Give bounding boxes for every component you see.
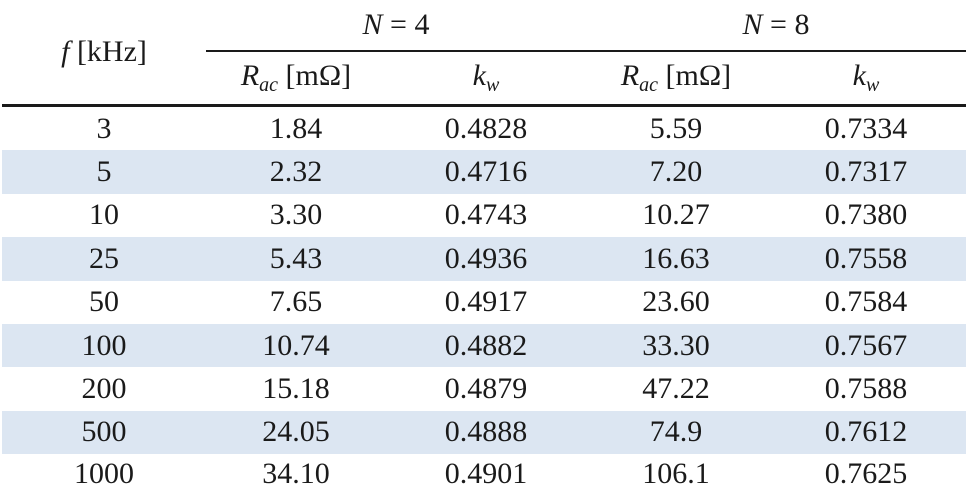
cell-kw-n4: 0.4882 <box>386 323 586 368</box>
cell-frequency: 50 <box>89 285 119 319</box>
rac-symbol: R <box>620 59 640 92</box>
group-n4-symbol: N <box>362 8 383 41</box>
cell-kw-n4: 0.4917 <box>444 285 528 319</box>
group-n8-symbol: N <box>742 8 763 41</box>
group-n4-value: = 4 <box>382 8 430 41</box>
cell-kw-n8: 0.7334 <box>824 111 908 145</box>
group-n8-value: = 8 <box>762 8 810 41</box>
group-header-n8: N = 8 <box>586 0 966 52</box>
cell-kw-n8: 0.7588 <box>824 372 908 406</box>
cell-rac-n4: 34.10 <box>262 457 330 491</box>
frequency-symbol: f <box>61 35 70 68</box>
cell-kw-n8: 0.7567 <box>766 323 966 368</box>
cell-kw-n4: 0.4743 <box>444 198 528 232</box>
cell-frequency: 500 <box>2 410 206 455</box>
kw-symbol: k <box>852 59 866 92</box>
header-row-groups: f [kHz] N = 4 N = 8 <box>2 0 966 107</box>
kw-subscript: w <box>865 74 880 96</box>
cell-rac-n8: 74.9 <box>586 410 766 455</box>
cell-kw-n8: 0.7317 <box>766 150 966 194</box>
rac-subscript: ac <box>639 74 659 96</box>
cell-kw-n8: 0.7380 <box>824 198 908 232</box>
cell-frequency: 3 <box>96 111 112 145</box>
cell-frequency: 100 <box>2 323 206 368</box>
cell-frequency: 25 <box>2 237 206 281</box>
table-row: 200 15.18 0.4879 47.22 0.7588 <box>2 367 966 410</box>
cell-rac-n8: 33.30 <box>586 323 766 368</box>
group-header-n4: N = 4 <box>206 0 586 52</box>
frequency-header: f [kHz] <box>2 0 206 107</box>
rac-header-n4: Rac [mΩ] <box>206 51 386 107</box>
table-body: 3 1.84 0.4828 5.59 0.7334 5 2.32 0.4716 … <box>2 106 966 495</box>
cell-rac-n4: 15.18 <box>262 372 330 406</box>
cell-rac-n4: 7.65 <box>269 285 323 319</box>
cell-kw-n4: 0.4716 <box>386 150 586 194</box>
table-row: 500 24.05 0.4888 74.9 0.7612 <box>2 410 966 455</box>
cell-kw-n4: 0.4888 <box>386 410 586 455</box>
table-row: 100 10.74 0.4882 33.30 0.7567 <box>2 323 966 368</box>
cell-frequency: 1000 <box>74 457 134 491</box>
cell-kw-n8: 0.7625 <box>824 457 908 491</box>
table-row: 25 5.43 0.4936 16.63 0.7558 <box>2 237 966 281</box>
cell-rac-n4: 10.74 <box>206 323 386 368</box>
rac-subscript: ac <box>259 74 279 96</box>
cell-kw-n4: 0.4936 <box>386 237 586 281</box>
table-row: 50 7.65 0.4917 23.60 0.7584 <box>2 281 966 324</box>
cell-rac-n4: 2.32 <box>206 150 386 194</box>
frequency-unit: [kHz] <box>76 35 147 68</box>
cell-kw-n8: 0.7558 <box>766 237 966 281</box>
cell-rac-n4: 5.43 <box>206 237 386 281</box>
cell-kw-n8: 0.7612 <box>766 410 966 455</box>
kw-header-n8: kw <box>766 51 966 107</box>
cell-rac-n4: 1.84 <box>269 111 323 145</box>
cell-rac-n8: 5.59 <box>649 111 703 145</box>
cell-kw-n4: 0.4828 <box>444 111 528 145</box>
cell-rac-n4: 3.30 <box>269 198 323 232</box>
rac-symbol: R <box>240 59 260 92</box>
cell-rac-n8: 16.63 <box>586 237 766 281</box>
cell-rac-n8: 23.60 <box>642 285 710 319</box>
header-row-columns: Rac [mΩ] kw Rac [mΩ] kw <box>2 51 966 107</box>
kw-subscript: w <box>485 74 500 96</box>
cell-kw-n8: 0.7584 <box>824 285 908 319</box>
cell-rac-n8: 47.22 <box>642 372 710 406</box>
table-row: 1000 34.10 0.4901 106.1 0.7625 <box>2 454 966 494</box>
cell-frequency: 200 <box>81 372 127 406</box>
cell-frequency: 5 <box>2 150 206 194</box>
table-row: 5 2.32 0.4716 7.20 0.7317 <box>2 150 966 194</box>
rac-unit: [mΩ] <box>658 59 732 92</box>
cell-rac-n8: 106.1 <box>642 457 710 491</box>
table-row: 3 1.84 0.4828 5.59 0.7334 <box>2 106 966 151</box>
cell-frequency: 10 <box>89 198 119 232</box>
cell-kw-n4: 0.4901 <box>444 457 528 491</box>
cell-rac-n8: 10.27 <box>642 198 710 232</box>
rac-header-n8: Rac [mΩ] <box>586 51 766 107</box>
table-row: 10 3.30 0.4743 10.27 0.7380 <box>2 194 966 237</box>
kw-header-n4: kw <box>386 51 586 107</box>
cell-rac-n4: 24.05 <box>206 410 386 455</box>
cell-rac-n8: 7.20 <box>586 150 766 194</box>
kw-symbol: k <box>472 59 486 92</box>
rac-unit: [mΩ] <box>278 59 352 92</box>
cell-kw-n4: 0.4879 <box>444 372 528 406</box>
